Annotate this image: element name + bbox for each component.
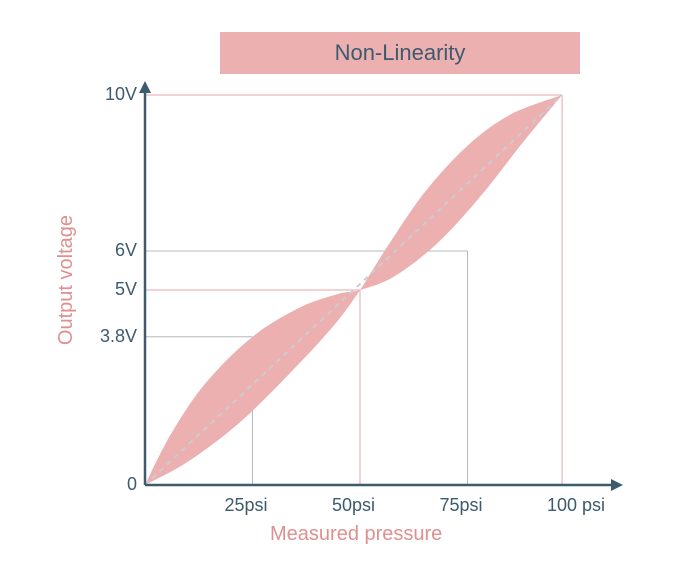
- chart-title-banner: Non-Linearity: [220, 32, 580, 74]
- chart-title: Non-Linearity: [335, 40, 466, 65]
- y-tick-label: 10V: [105, 84, 137, 105]
- x-tick-label: 75psi: [440, 495, 483, 516]
- x-tick-label: 100 psi: [547, 495, 605, 516]
- y-tick-label: 0: [127, 474, 137, 495]
- y-tick-label: 6V: [115, 240, 137, 261]
- y-tick-label: 5V: [115, 279, 137, 300]
- x-tick-label: 50psi: [332, 495, 375, 516]
- y-axis-label: Output voltage: [55, 215, 78, 345]
- x-tick-label: 25psi: [225, 495, 268, 516]
- y-tick-label: 3.8V: [100, 326, 137, 347]
- x-axis-label: Measured pressure: [270, 523, 442, 546]
